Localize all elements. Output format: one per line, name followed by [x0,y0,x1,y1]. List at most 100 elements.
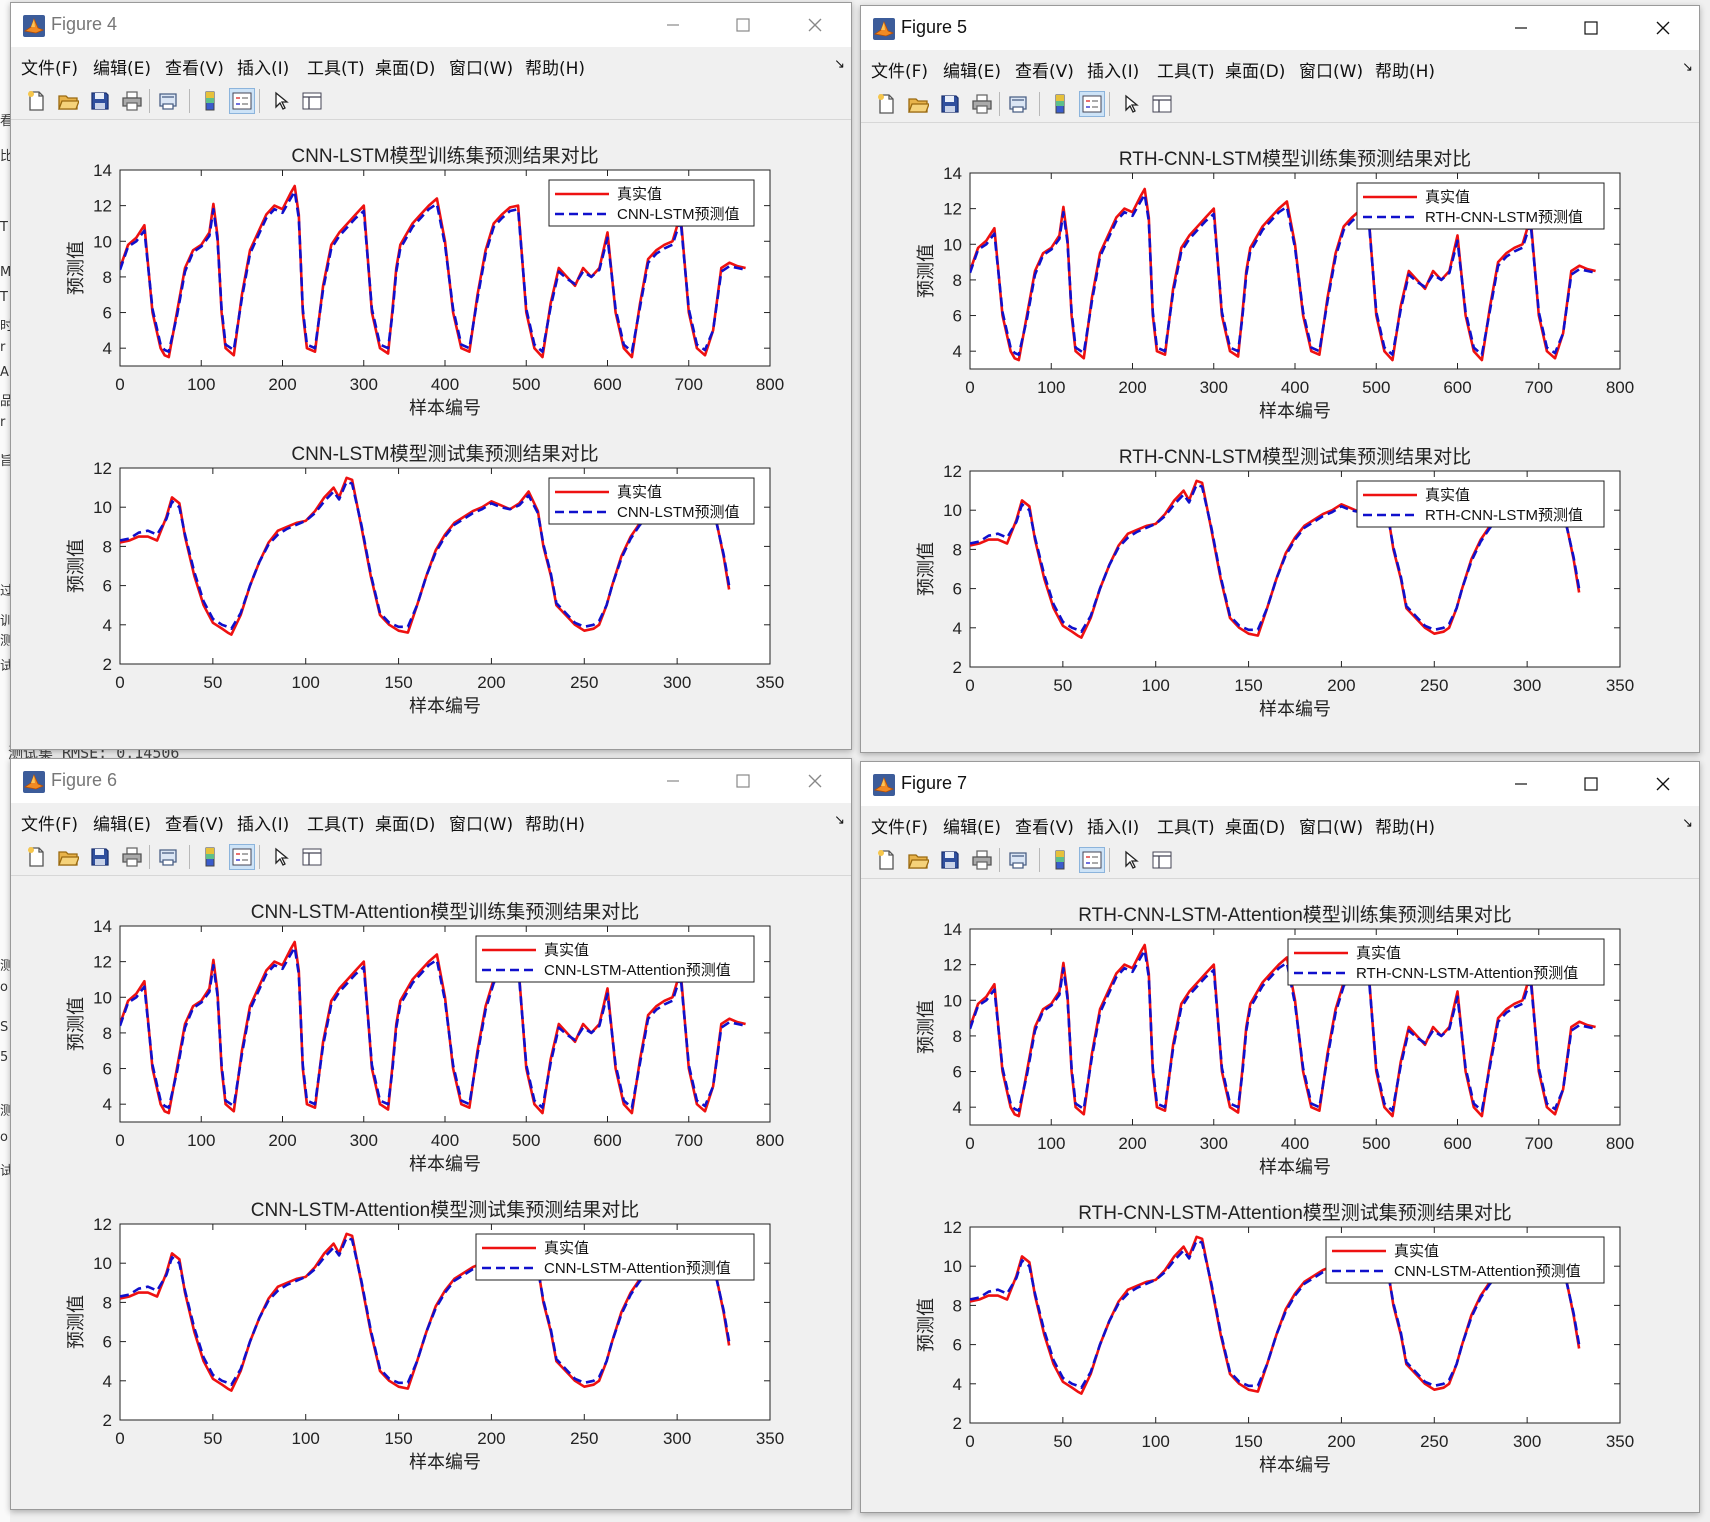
dock-arrow-icon[interactable]: ↘ [834,813,845,828]
property-inspector-icon[interactable] [299,844,325,870]
minimize-icon[interactable] [1501,12,1541,44]
legend[interactable]: 真实值 CNN-LSTM-Attention预测值 [475,935,755,983]
property-inspector-icon[interactable] [1149,847,1175,873]
new-file-icon[interactable] [23,844,49,870]
maximize-icon[interactable] [723,765,763,797]
legend[interactable]: 真实值 RTH-CNN-LSTM-Attention预测值 [1287,938,1605,986]
print-preview-icon[interactable] [155,844,181,870]
colorbar-icon[interactable] [197,88,223,114]
title-bar[interactable]: Figure 7 [861,762,1699,806]
menu-item[interactable]: 查看(V) [165,59,224,79]
open-folder-icon[interactable] [55,88,81,114]
new-file-icon[interactable] [873,847,899,873]
title-bar[interactable]: Figure 5 [861,6,1699,50]
menu-item[interactable]: 工具(T) [1157,818,1215,838]
print-icon[interactable] [119,88,145,114]
menu-item[interactable]: 编辑(E) [93,59,152,79]
close-icon[interactable] [795,765,835,797]
title-bar[interactable]: Figure 4 [11,3,851,47]
property-inspector-icon[interactable] [1149,91,1175,117]
figure-canvas[interactable]: 0 100 200 300 400 500 600 700 800 4 6 8 10 12 14 RTH-CN… [861,879,1699,1512]
close-icon[interactable] [795,9,835,41]
minimize-icon[interactable] [653,9,693,41]
figure-canvas[interactable]: 0 100 200 300 400 500 600 700 800 4 6 8 10 12 14 RTH-CN… [861,123,1699,752]
save-icon[interactable] [937,847,963,873]
colorbar-icon[interactable] [1047,91,1073,117]
menu-item[interactable]: 文件(F) [871,62,929,82]
maximize-icon[interactable] [1571,12,1611,44]
menu-item[interactable]: 桌面(D) [375,815,436,835]
figure-window[interactable]: Figure 6 文件(F) 编辑(E) 查看(V) 插入(I) 工具(T) 桌面(D) 窗口… [10,758,852,1510]
menu-item[interactable]: 查看(V) [1015,818,1074,838]
figure-window[interactable]: Figure 7 文件(F) 编辑(E) 查看(V) 插入(I) 工具(T) 桌面(D) 窗口… [860,761,1700,1513]
pointer-icon[interactable] [267,88,293,114]
menu-item[interactable]: 工具(T) [307,815,365,835]
legend-icon[interactable] [229,844,255,870]
plot-area[interactable] [969,470,1621,668]
dock-arrow-icon[interactable]: ↘ [1682,816,1693,831]
pointer-icon[interactable] [1117,91,1143,117]
print-icon[interactable] [969,91,995,117]
menu-item[interactable]: 窗口(W) [1299,62,1364,82]
property-inspector-icon[interactable] [299,88,325,114]
save-icon[interactable] [937,91,963,117]
minimize-icon[interactable] [1501,768,1541,800]
menu-item[interactable]: 文件(F) [21,59,79,79]
menu-item[interactable]: 工具(T) [307,59,365,79]
save-icon[interactable] [87,88,113,114]
close-icon[interactable] [1643,12,1683,44]
legend-icon[interactable] [1079,91,1105,117]
menu-item[interactable]: 桌面(D) [375,59,436,79]
colorbar-icon[interactable] [1047,847,1073,873]
legend-icon[interactable] [1079,847,1105,873]
menu-item[interactable]: 帮助(H) [1375,818,1436,838]
dock-arrow-icon[interactable]: ↘ [1682,60,1693,75]
menu-item[interactable]: 编辑(E) [943,62,1002,82]
legend[interactable]: 真实值 CNN-LSTM预测值 [548,477,755,525]
print-preview-icon[interactable] [1005,847,1031,873]
menu-item[interactable]: 窗口(W) [1299,818,1364,838]
legend[interactable]: 真实值 RTH-CNN-LSTM预测值 [1356,182,1605,230]
menu-item[interactable]: 窗口(W) [449,59,514,79]
menu-item[interactable]: 帮助(H) [1375,62,1436,82]
legend[interactable]: 真实值 CNN-LSTM-Attention预测值 [475,1233,755,1281]
menu-item[interactable]: 工具(T) [1157,62,1215,82]
open-folder-icon[interactable] [905,847,931,873]
legend-icon[interactable] [229,88,255,114]
legend[interactable]: 真实值 CNN-LSTM-Attention预测值 [1325,1236,1605,1284]
minimize-icon[interactable] [653,765,693,797]
open-folder-icon[interactable] [55,844,81,870]
menu-item[interactable]: 编辑(E) [93,815,152,835]
maximize-icon[interactable] [723,9,763,41]
print-icon[interactable] [119,844,145,870]
print-preview-icon[interactable] [155,88,181,114]
menu-item[interactable]: 查看(V) [1015,62,1074,82]
colorbar-icon[interactable] [197,844,223,870]
menu-item[interactable]: 查看(V) [165,815,224,835]
pointer-icon[interactable] [1117,847,1143,873]
menu-item[interactable]: 桌面(D) [1225,818,1286,838]
menu-item[interactable]: 帮助(H) [525,815,586,835]
print-icon[interactable] [969,847,995,873]
menu-item[interactable]: 插入(I) [1087,62,1140,82]
title-bar[interactable]: Figure 6 [11,759,851,803]
legend[interactable]: 真实值 CNN-LSTM预测值 [548,179,755,227]
figure-canvas[interactable]: 0 100 200 300 400 500 600 700 800 4 6 8 10 12 14 CNN-LS… [11,876,851,1509]
figure-canvas[interactable]: 0 100 200 300 400 500 600 700 800 4 6 8 10 12 14 CNN-LS… [11,120,851,749]
dock-arrow-icon[interactable]: ↘ [834,57,845,72]
new-file-icon[interactable] [23,88,49,114]
figure-window[interactable]: Figure 4 文件(F) 编辑(E) 查看(V) 插入(I) 工具(T) 桌面(D) 窗口… [10,2,852,750]
menu-item[interactable]: 编辑(E) [943,818,1002,838]
menu-item[interactable]: 插入(I) [1087,818,1140,838]
menu-item[interactable]: 文件(F) [21,815,79,835]
figure-window[interactable]: Figure 5 文件(F) 编辑(E) 查看(V) 插入(I) 工具(T) 桌面(D) 窗口… [860,5,1700,753]
print-preview-icon[interactable] [1005,91,1031,117]
open-folder-icon[interactable] [905,91,931,117]
menu-item[interactable]: 插入(I) [237,59,290,79]
maximize-icon[interactable] [1571,768,1611,800]
menu-item[interactable]: 帮助(H) [525,59,586,79]
close-icon[interactable] [1643,768,1683,800]
menu-item[interactable]: 桌面(D) [1225,62,1286,82]
menu-item[interactable]: 插入(I) [237,815,290,835]
menu-item[interactable]: 文件(F) [871,818,929,838]
